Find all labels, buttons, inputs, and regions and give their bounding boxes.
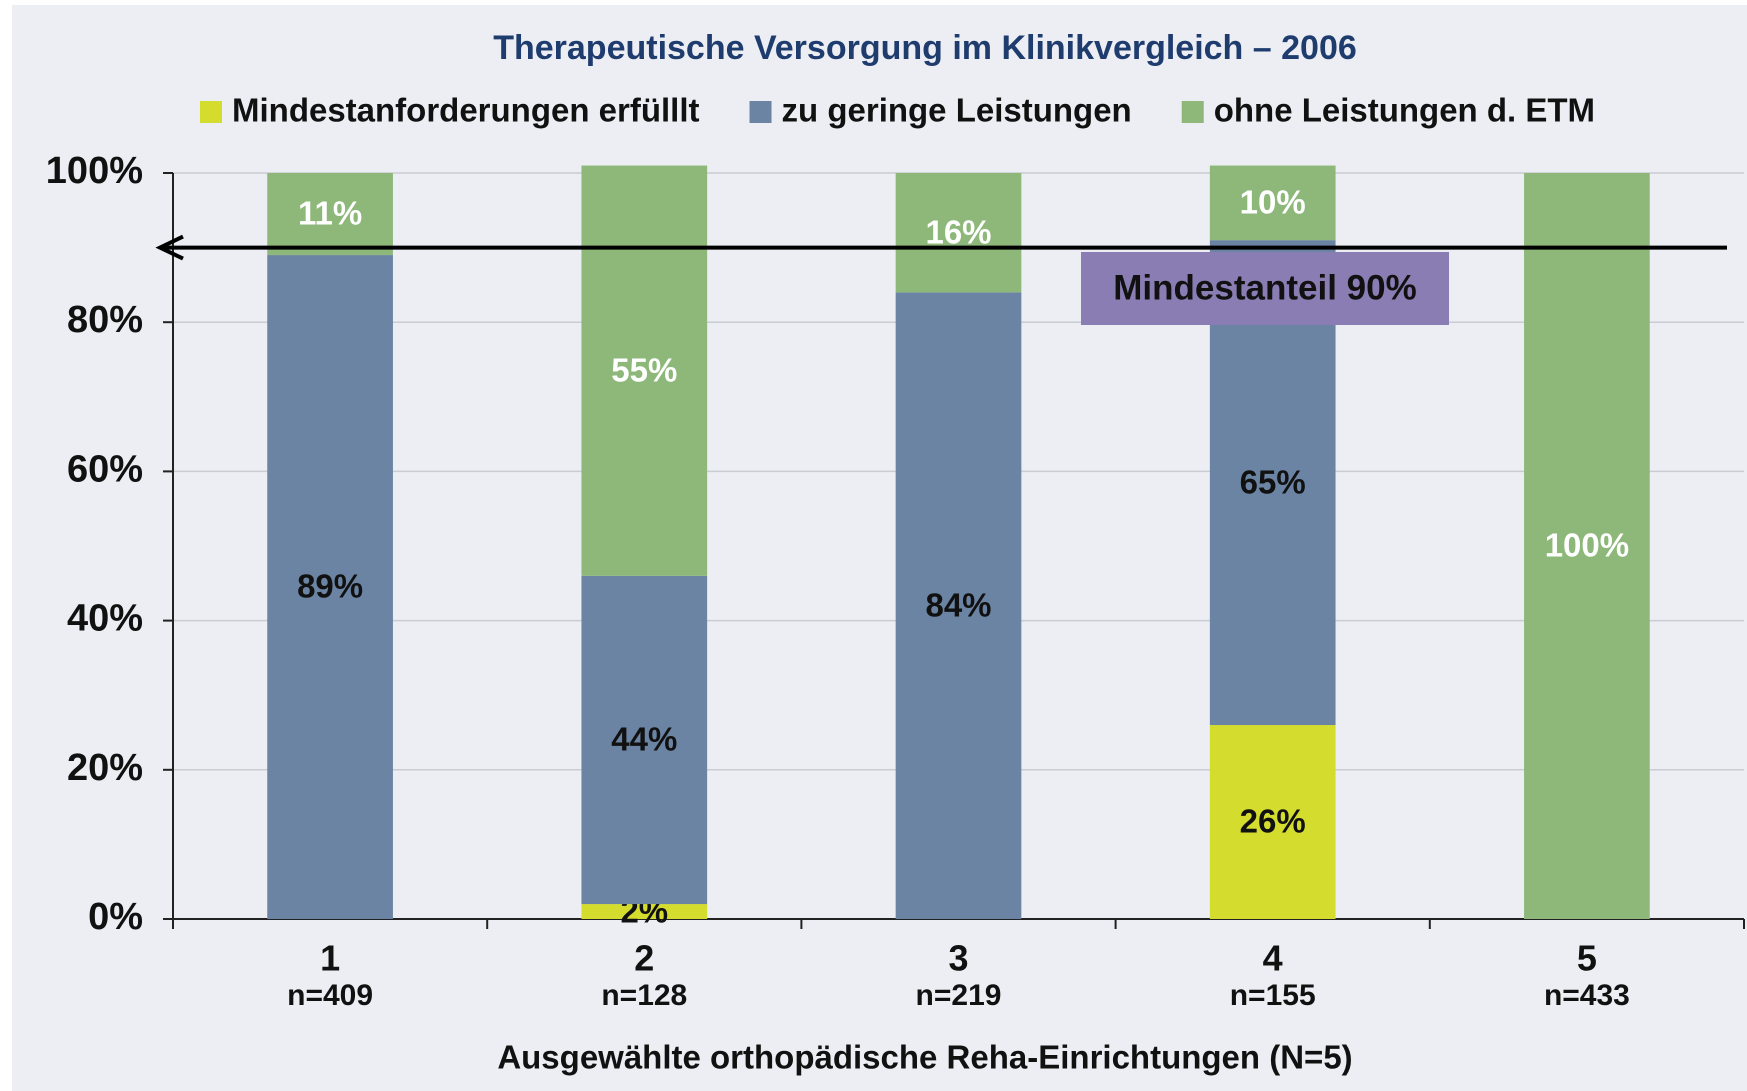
x-tick-note: n=155 [1230, 979, 1316, 1012]
x-tick-note: n=409 [287, 979, 373, 1012]
annotation-label: Mindestanteil 90% [1113, 268, 1416, 307]
x-tick-label: 3 [948, 938, 968, 979]
x-axis-label: Ausgewählte orthopädische Reha-Einrichtu… [497, 1039, 1352, 1076]
annotation-box [1081, 252, 1449, 325]
y-tick-label: 40% [67, 598, 143, 640]
legend-swatch [200, 101, 222, 123]
bar-segment [581, 575, 708, 905]
data-label: 16% [925, 213, 991, 250]
data-label: 10% [1240, 184, 1306, 221]
x-tick-label: 2 [634, 938, 654, 979]
bar-segment [1209, 725, 1336, 919]
data-label: 55% [611, 351, 677, 388]
bar-segment [1524, 173, 1650, 919]
x-tick-label: 4 [1263, 938, 1283, 979]
data-label: 44% [611, 721, 677, 758]
data-label: 89% [297, 568, 363, 605]
bar-segment [895, 292, 1022, 919]
y-tick-label: 60% [67, 448, 143, 490]
x-tick-label: 5 [1577, 938, 1597, 979]
y-tick-label: 20% [67, 747, 143, 789]
data-label: 100% [1545, 527, 1629, 564]
data-label: 11% [298, 195, 362, 232]
data-label: 26% [1240, 803, 1306, 840]
bar-segment [267, 173, 393, 256]
reference-arrow [155, 234, 184, 261]
x-tick-note: n=128 [601, 979, 687, 1012]
data-label: 65% [1240, 463, 1306, 500]
x-tick-note: n=433 [1544, 979, 1630, 1012]
bar-segment [895, 173, 1022, 293]
y-tick-label: 100% [46, 150, 143, 192]
legend-swatch [749, 101, 772, 123]
y-tick-label: 80% [67, 299, 143, 341]
chart-title: Therapeutische Versorgung im Klinikvergl… [493, 29, 1357, 67]
legend-label: zu geringe Leistungen [782, 92, 1132, 129]
bar-segment [1209, 165, 1336, 241]
data-label: 84% [925, 586, 991, 623]
bar-segment [581, 165, 708, 576]
bar-segment [267, 255, 393, 919]
x-tick-note: n=219 [916, 979, 1002, 1012]
legend-label: Mindestanforderungen erfülllt [232, 92, 700, 129]
x-tick-label: 1 [320, 938, 340, 979]
legend-label: ohne Leistungen d. ETM [1214, 92, 1595, 129]
y-tick-label: 0% [88, 896, 143, 938]
bar-segment [581, 904, 708, 919]
legend-swatch [1181, 101, 1204, 123]
